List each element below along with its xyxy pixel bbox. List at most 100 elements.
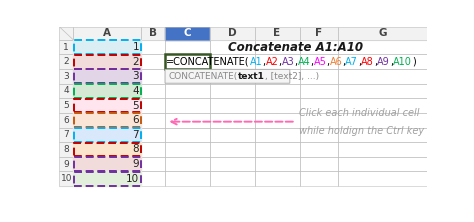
Bar <box>210 127 255 142</box>
Bar <box>59 113 73 127</box>
Bar <box>141 171 164 186</box>
FancyBboxPatch shape <box>165 69 290 83</box>
Bar <box>73 40 141 54</box>
Text: text1: text1 <box>238 72 264 81</box>
Bar <box>300 69 338 84</box>
Bar <box>59 171 73 186</box>
Bar <box>164 127 210 142</box>
Bar <box>300 40 338 54</box>
Bar <box>73 171 141 186</box>
Bar <box>255 27 300 40</box>
Bar <box>73 172 141 186</box>
Text: 1: 1 <box>132 42 139 52</box>
Bar <box>73 157 141 171</box>
Bar <box>164 113 210 127</box>
Bar <box>141 113 164 127</box>
Bar <box>338 40 427 54</box>
Text: ,: , <box>390 57 393 67</box>
Bar <box>300 142 338 157</box>
Bar <box>73 143 141 156</box>
Bar <box>141 142 164 157</box>
Bar <box>210 84 255 98</box>
Bar <box>164 84 210 98</box>
Bar <box>210 54 255 69</box>
Bar <box>210 54 255 69</box>
Bar <box>255 98 300 113</box>
Bar <box>300 113 338 127</box>
Bar <box>73 98 141 113</box>
Bar <box>59 84 73 98</box>
Bar <box>164 69 210 84</box>
Bar <box>255 84 300 98</box>
Bar <box>59 54 73 69</box>
Text: CONCATENATE(: CONCATENATE( <box>169 72 238 81</box>
Bar <box>210 84 255 98</box>
Text: ,: , <box>294 57 298 67</box>
Bar <box>300 142 338 157</box>
Text: 10: 10 <box>61 174 72 183</box>
Bar <box>164 157 210 171</box>
Bar <box>164 142 210 157</box>
Bar <box>59 54 73 69</box>
Bar <box>338 157 427 171</box>
Text: 9: 9 <box>132 159 139 169</box>
Bar <box>59 40 73 54</box>
Bar <box>141 142 164 157</box>
Bar <box>210 98 255 113</box>
Bar <box>164 40 210 54</box>
Bar <box>210 40 255 54</box>
Bar <box>73 171 141 186</box>
Bar <box>164 98 210 113</box>
Text: A6: A6 <box>329 57 342 67</box>
Bar <box>73 54 141 69</box>
Bar <box>73 84 141 98</box>
Bar <box>255 27 300 40</box>
Bar <box>300 127 338 142</box>
Bar <box>255 54 300 69</box>
Text: A2: A2 <box>266 57 279 67</box>
Bar <box>300 98 338 113</box>
Bar <box>338 84 427 98</box>
Bar <box>338 98 427 113</box>
Text: ,: , <box>358 57 361 67</box>
Bar <box>164 84 210 98</box>
Bar <box>300 69 338 84</box>
Bar <box>338 54 427 69</box>
Bar <box>73 69 141 84</box>
Bar <box>59 54 73 69</box>
Bar <box>73 98 141 113</box>
Bar <box>73 113 141 127</box>
Bar <box>338 171 427 186</box>
Text: 8: 8 <box>132 145 139 155</box>
Bar <box>210 27 255 40</box>
Text: A4: A4 <box>298 57 310 67</box>
Text: A7: A7 <box>346 57 358 67</box>
Bar <box>255 40 300 54</box>
Bar <box>300 40 338 54</box>
Bar <box>73 40 141 54</box>
Bar <box>73 27 141 40</box>
Bar <box>141 157 164 171</box>
Bar <box>300 84 338 98</box>
Bar <box>59 98 73 113</box>
Text: Click each individual cell: Click each individual cell <box>299 108 419 118</box>
Bar <box>210 69 255 84</box>
Text: ,: , <box>374 57 377 67</box>
Bar <box>164 127 210 142</box>
Bar <box>141 84 164 98</box>
Text: 9: 9 <box>64 160 69 168</box>
Text: C: C <box>183 28 191 38</box>
Bar <box>73 142 141 157</box>
Bar <box>255 69 300 84</box>
Bar <box>210 127 255 142</box>
Bar <box>338 127 427 142</box>
Text: F: F <box>315 28 322 38</box>
Text: ,: , <box>342 57 346 67</box>
Bar <box>59 98 73 113</box>
Text: 6: 6 <box>132 115 139 125</box>
Bar <box>59 27 73 40</box>
Text: 10: 10 <box>126 174 139 184</box>
Bar <box>141 27 164 40</box>
Bar <box>255 113 300 127</box>
Bar <box>59 157 73 171</box>
